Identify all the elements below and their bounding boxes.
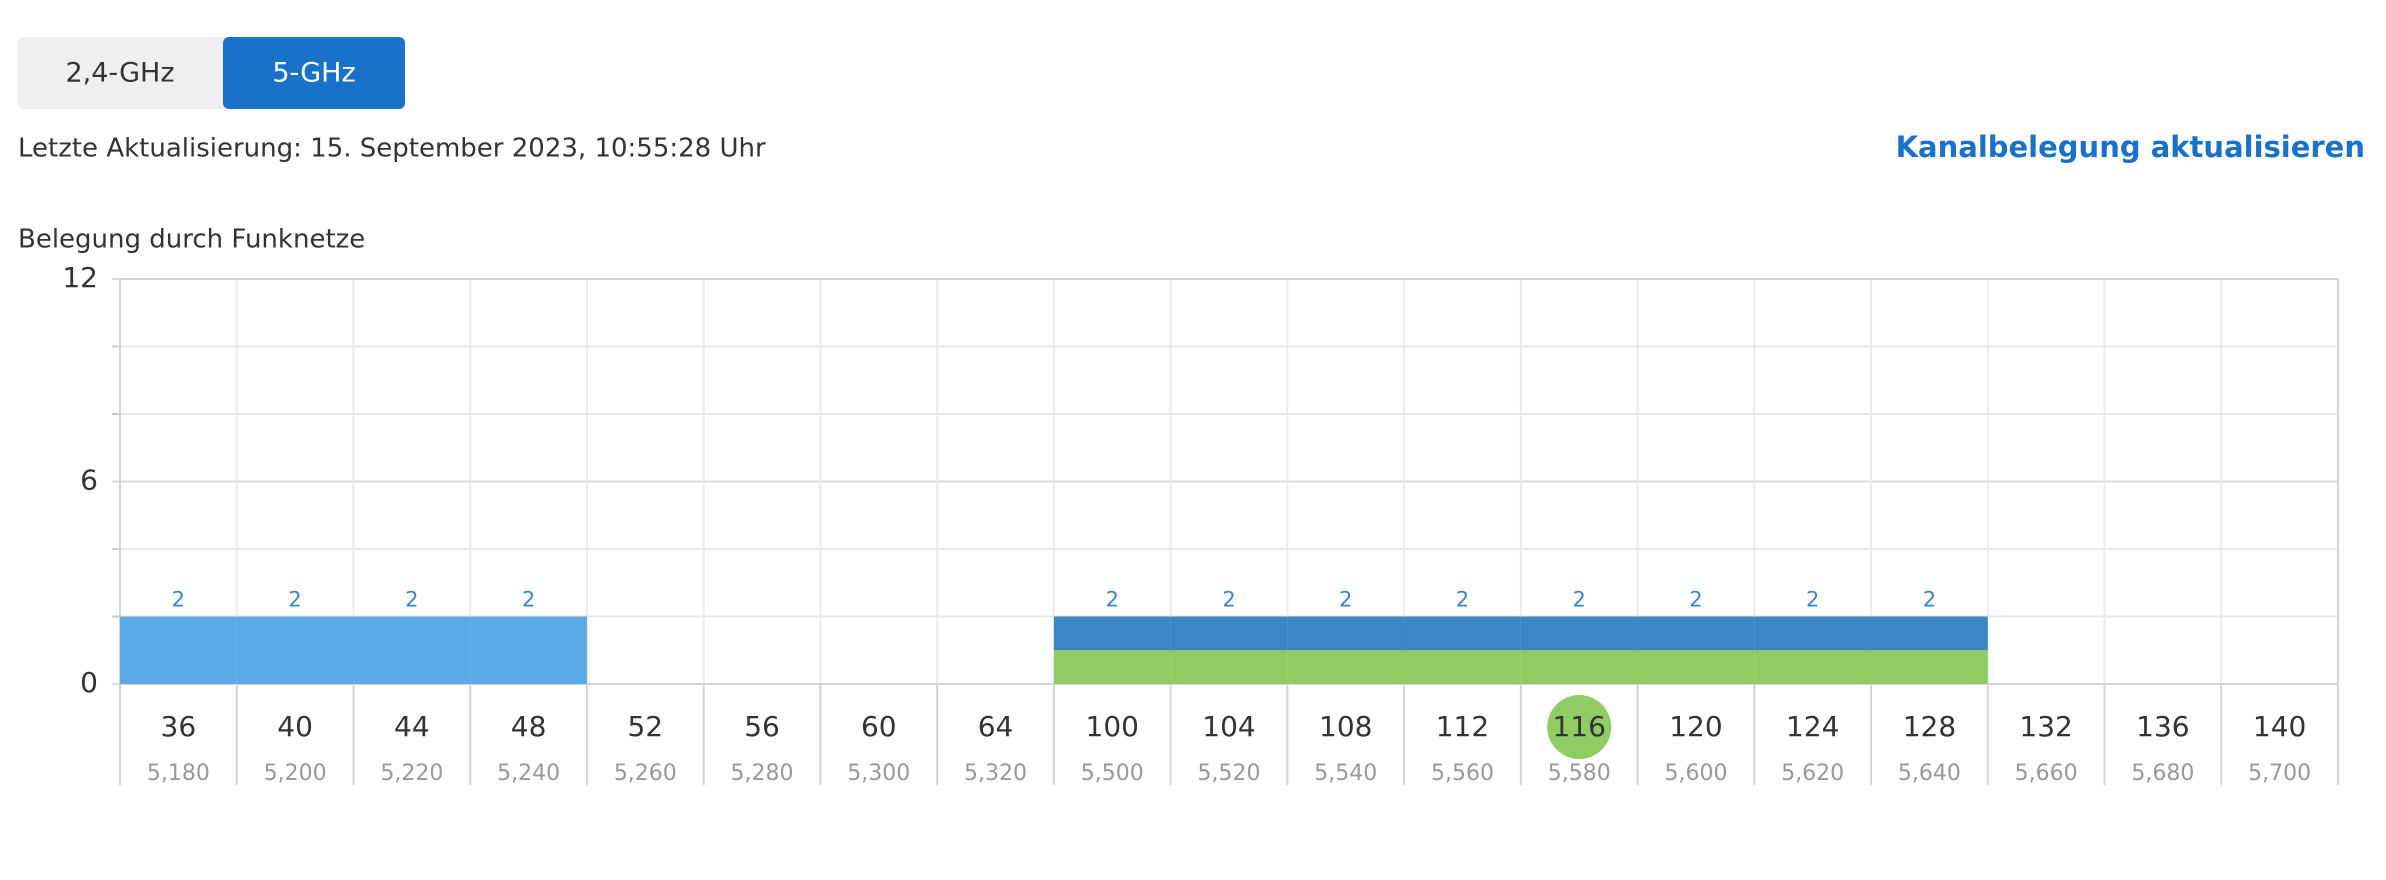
bar-total: 2 [1339, 588, 1352, 612]
bar [1053, 616, 1171, 651]
x-sublabel: 5,260 [614, 761, 677, 786]
y-tick-label: 0 [80, 666, 98, 699]
x-sublabel: 5,700 [2248, 761, 2311, 786]
bar-total: 2 [288, 588, 301, 612]
bar [1871, 650, 1988, 684]
bar [1404, 616, 1521, 651]
tab-bg[interactable] [223, 37, 405, 109]
bar [353, 616, 471, 684]
x-tick-label: 124 [1786, 710, 1839, 743]
x-sublabel: 5,580 [1548, 761, 1611, 786]
bar [1520, 650, 1638, 684]
bar [470, 616, 587, 684]
x-tick-label: 56 [744, 710, 780, 743]
y-tick-label: 6 [80, 464, 98, 497]
tab[interactable]: 2,4-GHz [65, 58, 174, 89]
x-tick-label: 60 [861, 710, 897, 743]
bar [1637, 616, 1755, 651]
x-tick-label: 100 [1086, 710, 1139, 743]
x-sublabel: 5,220 [380, 761, 443, 786]
bar-total: 2 [1106, 588, 1119, 612]
bar [120, 616, 237, 684]
x-tick-label: 112 [1436, 710, 1489, 743]
x-sublabel: 5,680 [2131, 761, 2194, 786]
bar [236, 616, 354, 684]
x-sublabel: 5,560 [1431, 761, 1494, 786]
last-update: Letzte Aktualisierung: 15. September 202… [18, 134, 766, 164]
bar [1170, 650, 1288, 684]
bar [1287, 650, 1405, 684]
x-tick-label: 36 [161, 710, 197, 743]
bar-total: 2 [172, 588, 185, 612]
bar [1520, 616, 1638, 651]
x-tick-label: 64 [978, 710, 1014, 743]
bar [1754, 650, 1872, 684]
bar-total: 2 [1573, 588, 1586, 612]
x-tick-label: 136 [2136, 710, 2189, 743]
x-tick-label: 116 [1552, 710, 1605, 743]
bar [1053, 650, 1171, 684]
bar [1637, 650, 1755, 684]
x-tick-label: 52 [627, 710, 663, 743]
highlight [1547, 695, 1612, 759]
bar [1754, 616, 1872, 651]
x-sublabel: 5,600 [1664, 761, 1727, 786]
x-tick-label: 120 [1669, 710, 1722, 743]
x-tick-label: 128 [1903, 710, 1956, 743]
tab[interactable]: 5-GHz [272, 58, 355, 89]
x-tick-label: 140 [2253, 710, 2306, 743]
x-tick-label: 132 [2019, 710, 2072, 743]
x-sublabel: 5,660 [2015, 761, 2078, 786]
bar [1404, 650, 1521, 684]
bar [1871, 616, 1988, 651]
x-tick-label: 108 [1319, 710, 1372, 743]
y-tick-label: 12 [62, 261, 98, 294]
x-sublabel: 5,240 [497, 761, 560, 786]
tab-bg[interactable] [18, 37, 228, 109]
chart-title: Belegung durch Funknetze [18, 225, 365, 255]
x-sublabel: 5,180 [147, 761, 210, 786]
x-sublabel: 5,200 [264, 761, 327, 786]
x-tick-label: 44 [394, 710, 430, 743]
x-sublabel: 5,620 [1781, 761, 1844, 786]
x-sublabel: 5,280 [731, 761, 794, 786]
bar-total: 2 [522, 588, 535, 612]
bar-total: 2 [1689, 588, 1702, 612]
bar-total: 2 [1222, 588, 1235, 612]
chart: 0 6 12 2 2 2 2 2 2 2 2 2 2 2 2 36 5,180 40 5,200 44 5,220 48 5… [62, 261, 2339, 786]
bar [1170, 616, 1288, 651]
refresh-link[interactable]: Kanalbelegung aktualisieren [1896, 130, 2365, 164]
x-tick-label: 48 [511, 710, 547, 743]
x-sublabel: 5,300 [847, 761, 910, 786]
bar-total: 2 [1456, 588, 1469, 612]
x-tick-label: 40 [277, 710, 313, 743]
bar [1287, 616, 1405, 651]
bar-total: 2 [405, 588, 418, 612]
bar-total: 2 [1923, 588, 1936, 612]
bar-total: 2 [1806, 588, 1819, 612]
x-sublabel: 5,320 [964, 761, 1027, 786]
x-sublabel: 5,500 [1081, 761, 1144, 786]
x-sublabel: 5,540 [1314, 761, 1377, 786]
x-sublabel: 5,520 [1198, 761, 1261, 786]
x-sublabel: 5,640 [1898, 761, 1961, 786]
x-tick-label: 104 [1202, 710, 1255, 743]
